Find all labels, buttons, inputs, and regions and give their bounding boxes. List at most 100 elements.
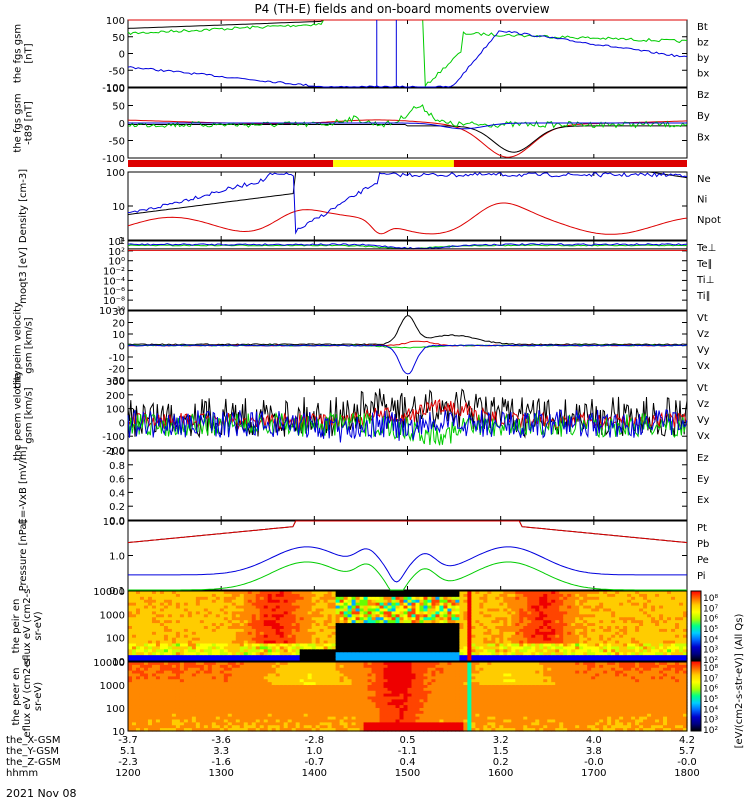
spectrogram-cell: [583, 640, 588, 645]
spectrogram-cell: [343, 605, 349, 610]
spectrogram-cell: [631, 628, 636, 633]
spectrogram-cell: [263, 599, 269, 604]
spectrogram-cell: [128, 667, 133, 672]
spectrogram-cell: [135, 722, 141, 726]
spectrogram-cell: [623, 614, 628, 618]
spectrogram-cell: [155, 699, 161, 703]
spectrogram-cell: [615, 620, 620, 624]
spectrogram-cell: [411, 640, 417, 645]
spectrogram-cell: [547, 605, 552, 610]
spectrogram-cell: [263, 722, 269, 726]
spectrogram-cell: [643, 611, 648, 615]
spectrogram-cell: [128, 696, 133, 700]
spectrogram-cell: [267, 611, 273, 615]
spectrogram-cell: [135, 628, 141, 633]
spectrogram-cell: [535, 652, 540, 656]
spectrogram-cell: [467, 608, 472, 613]
spectrogram-cell: [635, 646, 640, 650]
spectrogram-cell: [563, 631, 568, 636]
spectrogram-cell: [219, 710, 225, 715]
spectrogram-cell: [143, 626, 149, 630]
spectrogram-cell: [295, 710, 301, 715]
spectrogram-cell: [295, 685, 301, 689]
spectrogram-cell: [535, 608, 540, 613]
spectrogram-cell: [447, 623, 453, 627]
spectrogram-cell: [227, 599, 233, 604]
spectrogram-cell: [339, 611, 345, 615]
spectrogram-cell: [151, 611, 157, 615]
spectrogram-cell: [128, 725, 133, 729]
spectrogram-cell: [247, 662, 253, 666]
spectrogram-cell: [547, 602, 552, 607]
spectrogram-cell: [147, 620, 153, 624]
spectrogram-cell: [155, 608, 161, 613]
spectrogram-cell: [279, 611, 285, 615]
spectrogram-cell: [203, 708, 209, 712]
spectrogram-cell: [139, 719, 145, 723]
spectrogram-cell: [211, 631, 217, 636]
spectrogram-cell: [491, 640, 496, 645]
spectrogram-cell: [675, 611, 680, 615]
spectrogram-cell: [155, 605, 161, 610]
spectrogram-cell: [395, 655, 401, 659]
spectrogram-cell: [367, 593, 373, 598]
spectrogram-cell: [539, 608, 544, 613]
spectrogram-cell: [219, 702, 225, 706]
spectrogram-cell: [319, 719, 325, 723]
spectrogram-cell: [139, 699, 145, 703]
spectrogram-cell: [211, 682, 217, 686]
spectrogram-cell: [219, 655, 225, 659]
spectrogram-cell: [607, 634, 612, 639]
spectrogram-cell: [203, 667, 209, 672]
spectrogram-cell: [299, 705, 305, 709]
spectrogram-cell: [515, 628, 520, 633]
spectrogram-cell: [259, 599, 265, 604]
spectrogram-cell: [419, 655, 425, 659]
spectrogram-cell: [187, 658, 193, 662]
spectrogram-cell: [463, 631, 468, 636]
spectrogram-cell: [231, 655, 237, 659]
spectrogram-cell: [159, 614, 165, 618]
spectrogram-cell: [163, 664, 169, 669]
spectrogram-cell: [319, 596, 325, 601]
spectrogram-cell: [231, 602, 237, 607]
spectrogram-cell: [467, 611, 472, 615]
y-axis-label: the peim velocitygsm [km/s]: [13, 302, 35, 389]
spectrogram-cell: [211, 716, 217, 721]
spectrogram-cell: [623, 634, 628, 639]
spectrogram-cell: [583, 649, 588, 653]
spectrogram-cell: [175, 614, 181, 618]
spectrogram-cell: [279, 716, 285, 721]
spectrogram-cell: [451, 611, 457, 615]
spectrogram-cell: [203, 664, 209, 669]
spectrogram-cell: [571, 596, 576, 601]
spectrogram-cell: [259, 646, 265, 650]
spectrogram-cell: [439, 649, 445, 653]
spectrogram-cell: [239, 655, 245, 659]
spectrogram-cell: [219, 705, 225, 709]
spectrogram-cell: [147, 699, 153, 703]
spectrogram-cell: [367, 623, 373, 627]
spectrogram-cell: [399, 646, 405, 650]
spectrogram-cell: [203, 676, 209, 680]
spectrogram-cell: [551, 652, 556, 656]
spectrogram-cell: [303, 628, 309, 633]
spectrogram-cell: [567, 643, 572, 648]
spectrogram-cell: [479, 611, 484, 615]
spectrogram-cell: [291, 626, 297, 630]
spectrogram-cell: [603, 658, 608, 662]
spectrogram-cell: [407, 602, 413, 607]
spectrogram-cell: [583, 658, 588, 662]
spectrogram-cell: [279, 725, 285, 729]
spectrogram-cell: [671, 637, 676, 642]
spectrogram-cell: [403, 620, 409, 624]
spectrogram-cell: [543, 652, 548, 656]
spectrogram-cell: [283, 626, 289, 630]
spectrogram-cell: [331, 713, 337, 718]
spectrogram-cell: [163, 637, 169, 642]
spectrogram-cell: [399, 605, 405, 610]
spectrogram-cell: [223, 676, 229, 680]
spectrogram-cell: [235, 626, 241, 630]
spectrogram-cell: [191, 676, 197, 680]
spectrogram-cell: [163, 719, 169, 723]
